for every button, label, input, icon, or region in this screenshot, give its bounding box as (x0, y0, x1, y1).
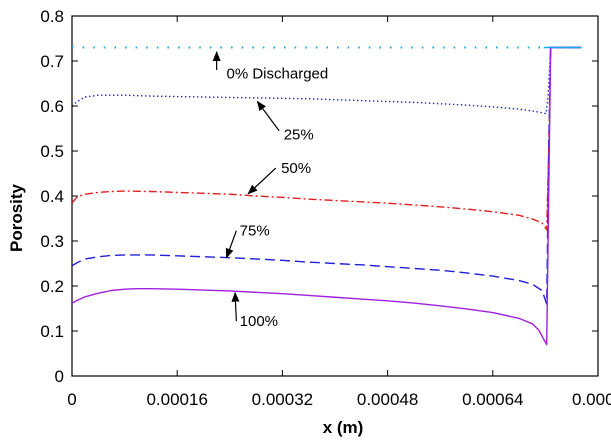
y-tick-label: 0.3 (40, 232, 64, 251)
y-tick-label: 0.5 (40, 142, 64, 161)
annotation-layer: 0% Discharged 25% 50% 75% 100% (212, 51, 329, 330)
y-tick-label: 0.2 (40, 277, 64, 296)
y-tick-label: 0.1 (40, 322, 64, 341)
y-axis-title: Porosity (7, 183, 26, 252)
annotation-label: 100% (240, 313, 278, 330)
axes: 0 0.00016 0.00032 0.00048 0.00064 0.0008 0 0.1 0… (40, 7, 611, 409)
annotation-label: 75% (240, 223, 270, 240)
y-tick-label: 0 (55, 367, 64, 386)
series-line (71, 46, 582, 305)
annotation-label: 25% (284, 126, 314, 143)
annotation-arrow (256, 100, 280, 132)
x-tick-label: 0.00064 (462, 390, 523, 409)
y-tick-label: 0.8 (40, 7, 64, 26)
series-line (71, 46, 582, 115)
series-layer (71, 46, 582, 346)
series-line (71, 46, 582, 231)
x-tick-label: 0.0008 (572, 390, 611, 409)
annotation-arrow (225, 230, 237, 259)
y-tick-label: 0.4 (40, 187, 64, 206)
plot-frame (71, 15, 599, 377)
y-tick-label: 0.7 (40, 52, 64, 71)
x-tick-label: 0.00016 (146, 390, 207, 409)
annotation-arrow (247, 167, 277, 195)
y-tick-label: 0.6 (40, 97, 64, 116)
series-line (71, 46, 582, 346)
x-tick-label: 0.00048 (357, 390, 418, 409)
x-tick-label: 0 (67, 390, 76, 409)
plot-area (71, 15, 599, 377)
annotation-label: 50% (281, 160, 311, 177)
x-axis-title: x (m) (323, 418, 364, 437)
annotation-label: 0% Discharged (227, 66, 329, 83)
x-tick-label: 0.00032 (252, 390, 313, 409)
annotation-arrow (231, 291, 240, 322)
